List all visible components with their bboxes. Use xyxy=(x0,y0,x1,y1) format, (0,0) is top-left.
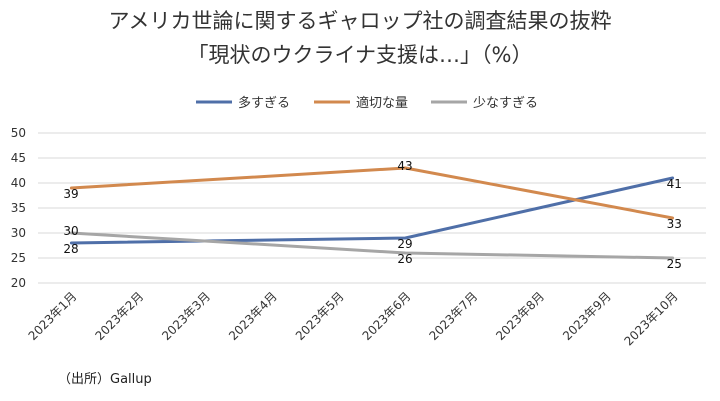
x-tick-label: 2023年3月 xyxy=(159,289,213,343)
data-label: 29 xyxy=(397,237,412,251)
y-tick-label: 20 xyxy=(11,276,26,290)
data-label: 28 xyxy=(63,242,78,256)
x-tick-label: 2023年8月 xyxy=(493,289,547,343)
y-axis: 20 25 30 35 40 45 50 xyxy=(11,126,26,290)
chart-title-line-1: アメリカ世論に関するギャロップ社の調査結果の抜粋 xyxy=(109,9,612,33)
x-tick-label: 2023年9月 xyxy=(560,289,614,343)
legend-label: 少なすぎる xyxy=(473,96,538,111)
y-tick-label: 25 xyxy=(11,251,26,265)
y-tick-label: 50 xyxy=(11,126,26,140)
data-label: 30 xyxy=(63,224,78,238)
x-tick-label: 2023年10月 xyxy=(621,289,680,348)
gridlines xyxy=(38,132,706,284)
y-tick-label: 30 xyxy=(11,226,26,240)
legend: 多すぎる 適切な量 少なすぎる xyxy=(196,95,538,111)
data-label: 25 xyxy=(667,257,682,271)
legend-label: 多すぎる xyxy=(238,95,290,111)
y-tick-label: 45 xyxy=(11,151,26,165)
chart-title-line-2: 「現状のウクライナ支援は…」（%） xyxy=(187,43,532,67)
x-tick-label: 2023年4月 xyxy=(226,289,280,343)
data-label: 33 xyxy=(667,217,682,231)
x-tick-label: 2023年7月 xyxy=(426,289,480,343)
x-tick-label: 2023年5月 xyxy=(293,289,347,343)
series-line-0 xyxy=(69,176,675,245)
x-axis: 2023年1月 2023年2月 2023年3月 2023年4月 2023年5月 2023年… xyxy=(26,289,681,348)
series-lines xyxy=(69,166,675,260)
chart-title: アメリカ世論に関するギャロップ社の調査結果の抜粋 「現状のウクライナ支援は…」（… xyxy=(109,9,612,67)
data-label: 43 xyxy=(397,159,412,173)
x-tick-label: 2023年1月 xyxy=(26,289,80,343)
series-line-2 xyxy=(69,231,675,260)
x-tick-label: 2023年6月 xyxy=(360,289,414,343)
y-tick-label: 40 xyxy=(11,176,26,190)
legend-label: 適切な量 xyxy=(356,95,408,111)
series-line-1 xyxy=(69,166,675,220)
data-labels: 28 29 41 39 43 33 30 26 25 xyxy=(63,159,681,271)
data-label: 26 xyxy=(397,252,412,266)
data-label: 39 xyxy=(63,187,78,201)
source-note: （出所）Gallup xyxy=(58,372,152,387)
y-tick-label: 35 xyxy=(11,201,26,215)
x-tick-label: 2023年2月 xyxy=(92,289,146,343)
data-label: 41 xyxy=(667,177,682,191)
